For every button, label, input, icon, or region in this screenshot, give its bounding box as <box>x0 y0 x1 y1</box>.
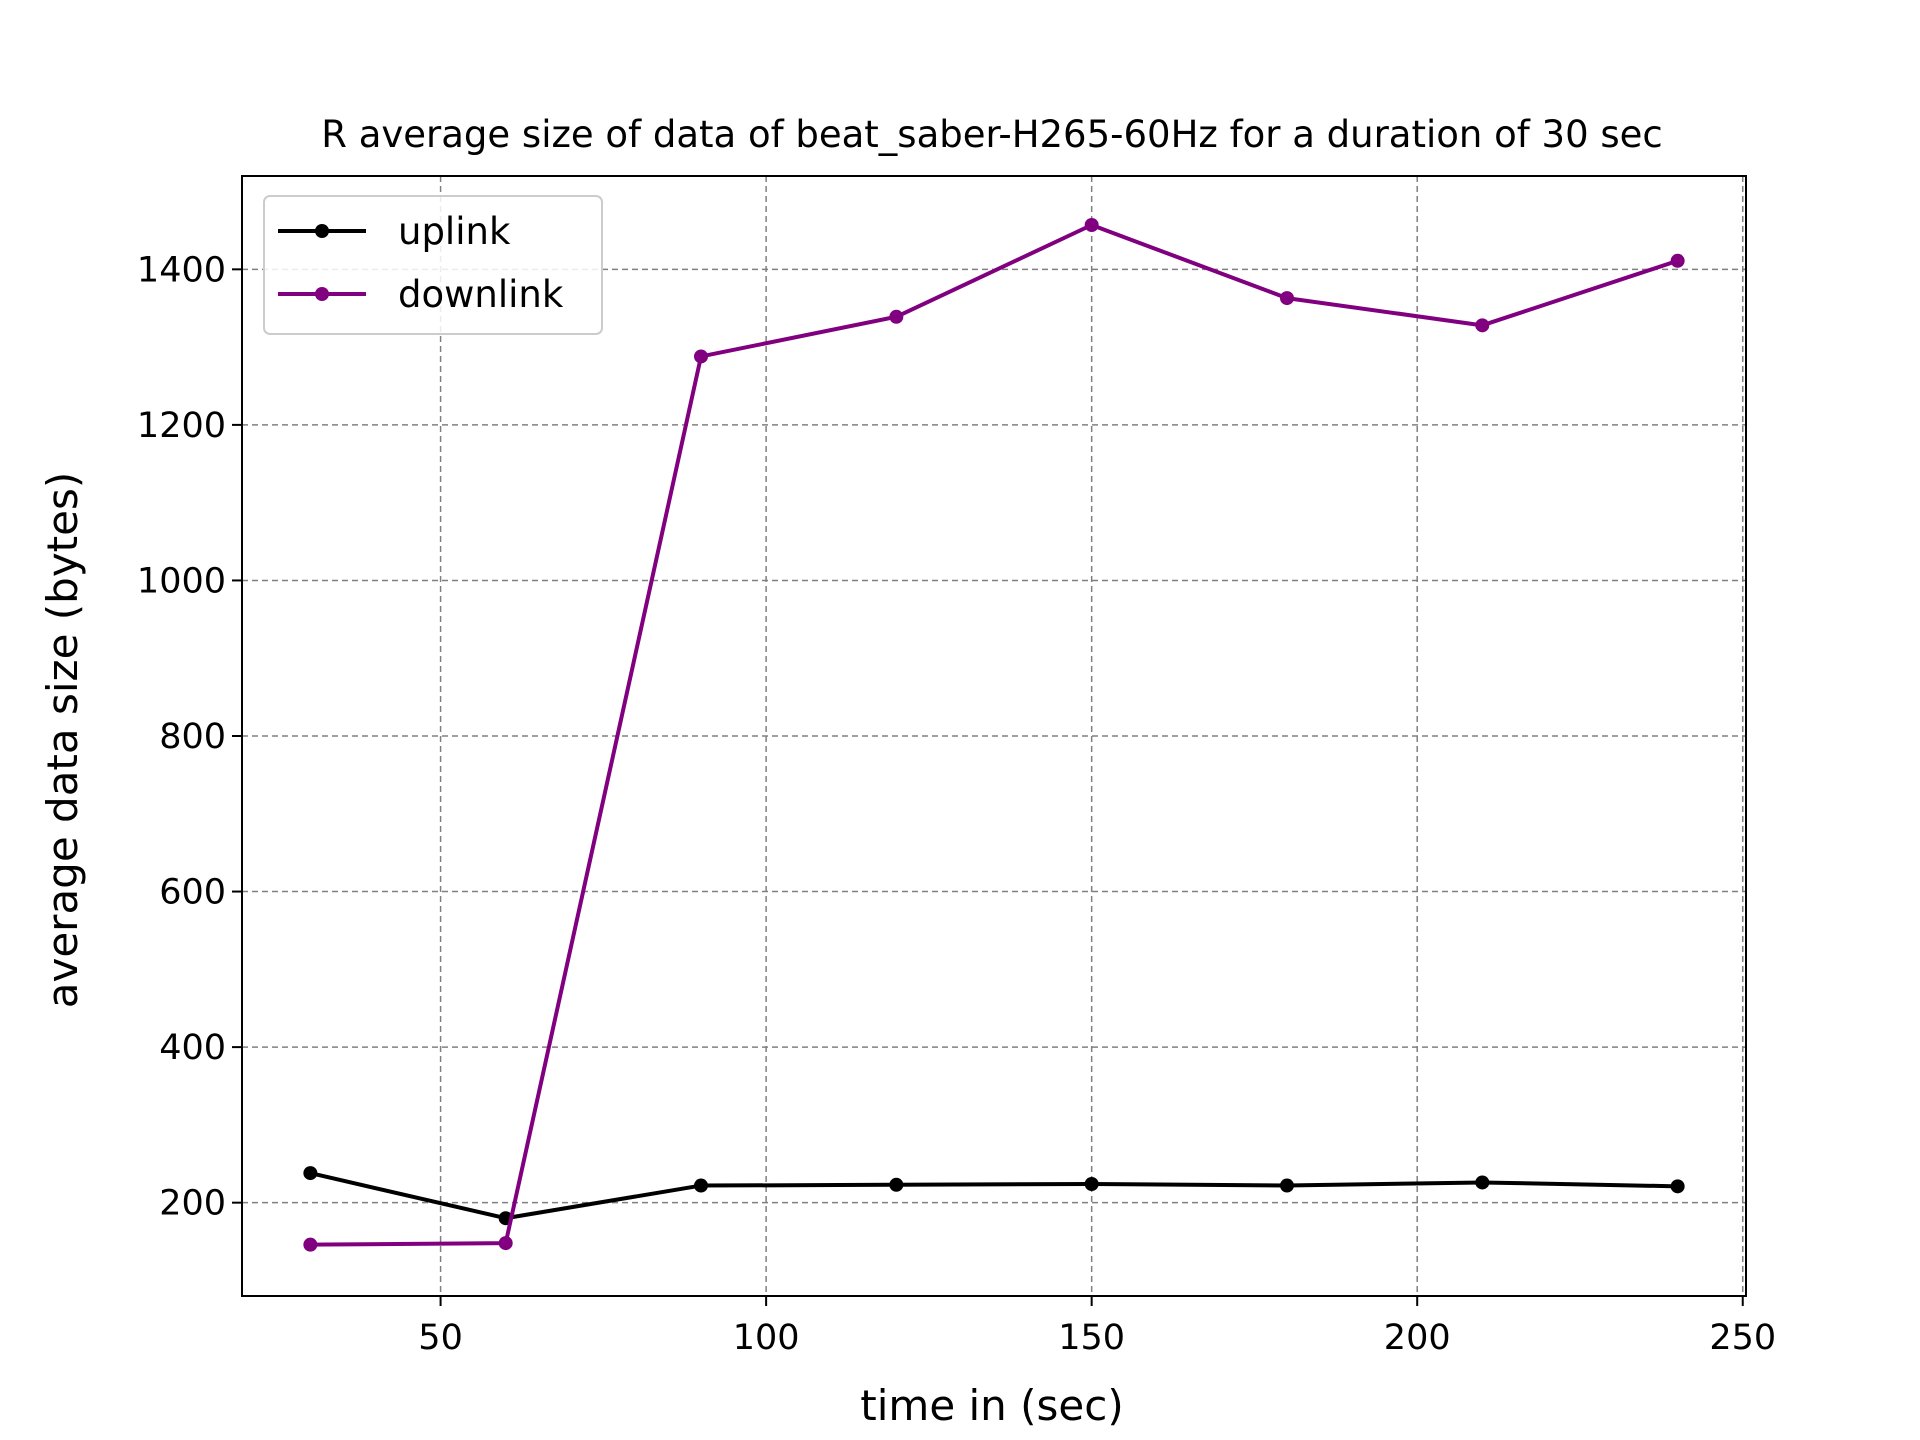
x-tick-label: 50 <box>418 1318 463 1358</box>
series-layer <box>303 218 1685 1252</box>
data-point-uplink <box>1670 1179 1685 1194</box>
series-downlink <box>303 218 1685 1252</box>
x-axis-label: time in (sec) <box>860 1381 1123 1430</box>
y-tick-label: 1000 <box>137 561 226 601</box>
legend-label-downlink: downlink <box>398 273 564 316</box>
x-tick-label: 100 <box>733 1318 800 1358</box>
y-tick-label: 1400 <box>137 250 226 290</box>
y-tick-label: 400 <box>159 1028 226 1068</box>
x-tick-label: 150 <box>1058 1318 1125 1358</box>
data-point-uplink <box>1279 1178 1294 1193</box>
legend-marker-uplink <box>315 224 329 238</box>
data-point-uplink <box>1084 1177 1099 1191</box>
data-point-downlink <box>889 309 904 324</box>
legend-label-uplink: uplink <box>398 210 511 253</box>
x-tick-label: 200 <box>1384 1318 1451 1358</box>
data-point-uplink <box>694 1178 709 1193</box>
y-tick-label: 200 <box>159 1184 226 1224</box>
data-point-downlink <box>694 349 709 364</box>
legend-marker-downlink <box>315 287 329 301</box>
data-point-uplink <box>303 1166 318 1181</box>
y-tick-label: 1200 <box>137 406 226 446</box>
y-tick-label: 600 <box>159 873 226 913</box>
data-point-downlink <box>303 1237 318 1252</box>
data-point-downlink <box>498 1236 513 1251</box>
y-tick-label: 800 <box>159 717 226 757</box>
y-axis-ticks: 200 400 600 800 1000 1200 1400 <box>137 250 242 1224</box>
chart-title: R average size of data of beat_saber-H26… <box>321 113 1663 156</box>
x-axis-ticks: 50 100 150 200 250 <box>418 1296 1776 1358</box>
series-line-uplink <box>309 1171 1678 1221</box>
data-point-downlink <box>1475 318 1490 333</box>
data-point-uplink <box>1475 1175 1490 1190</box>
series-line-downlink <box>310 223 1679 1247</box>
data-point-downlink <box>1670 253 1685 268</box>
x-tick-label: 250 <box>1709 1318 1776 1358</box>
legend: uplink downlink <box>263 195 603 335</box>
y-axis-label: average data size (bytes) <box>38 472 87 1009</box>
data-point-downlink <box>1084 218 1099 232</box>
data-point-uplink <box>889 1177 904 1192</box>
data-point-downlink <box>1279 291 1294 306</box>
